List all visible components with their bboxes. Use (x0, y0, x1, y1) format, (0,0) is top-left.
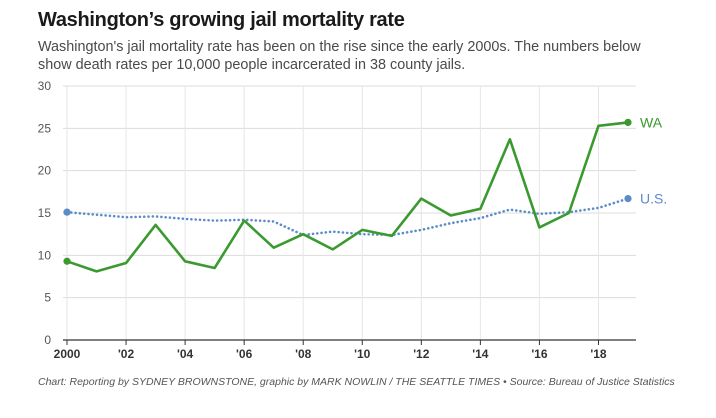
series-line-wa (65, 121, 630, 273)
source-note: Chart: Reporting by SYDNEY BROWNSTONE, g… (38, 376, 675, 388)
x-tick-label-2004: '04 (177, 347, 194, 361)
series-label-wa: WA (640, 114, 663, 130)
y-tick-label-25: 25 (38, 121, 52, 135)
x-tick-label-2002: '02 (118, 347, 135, 361)
grid-lines (63, 85, 636, 340)
x-axis: 2000 '02 '04 '06 '08 '10 '12 '14 '16 '18 (54, 339, 636, 361)
series-group: U.S. WA (63, 114, 667, 273)
series-start-point-u-s (63, 208, 71, 216)
y-tick-label-0: 0 (44, 333, 51, 347)
y-tick-label-15: 15 (38, 206, 52, 220)
series-start-point-wa (63, 257, 71, 265)
y-tick-label-10: 10 (38, 248, 52, 262)
x-tick-label-2014: '14 (472, 347, 489, 361)
x-tick-label-2008: '08 (295, 347, 312, 361)
x-tick-label-2016: '16 (531, 347, 548, 361)
y-tick-label-20: 20 (38, 164, 52, 178)
x-tick-label-2010: '10 (354, 347, 371, 361)
series-end-point-u-s (624, 195, 632, 203)
series-label-u-s: U.S. (640, 191, 667, 207)
chart-subtitle: Washington's jail mortality rate has bee… (38, 39, 641, 73)
x-tick-label-2006: '06 (236, 347, 253, 361)
y-axis: 0 5 10 15 20 25 30 (38, 79, 52, 347)
chart-title: Washington’s growing jail mortality rate (38, 9, 405, 31)
y-tick-label-5: 5 (44, 291, 51, 305)
series-end-point-wa (624, 118, 632, 127)
y-tick-label-30: 30 (38, 79, 52, 93)
x-tick-label-2000: 2000 (54, 347, 81, 361)
x-tick-label-2018: '18 (590, 347, 607, 361)
x-tick-label-2012: '12 (413, 347, 430, 361)
